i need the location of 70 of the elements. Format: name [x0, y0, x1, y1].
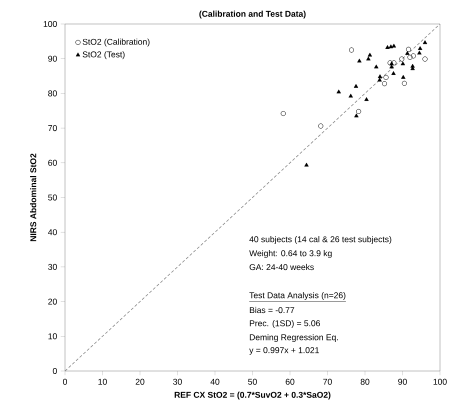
x-tick-label: 0 [62, 378, 68, 385]
y-tick-label: 10 [48, 333, 57, 340]
point [304, 162, 309, 167]
point [383, 74, 389, 80]
x-tick-label: 50 [248, 378, 257, 385]
point [407, 54, 413, 60]
point [354, 113, 359, 118]
x-tick-label: 60 [286, 378, 294, 385]
annotation: GA: 24-40 weeks [250, 264, 314, 270]
annotation: Prec. (1SD) = 5.06 [250, 320, 320, 328]
point [418, 46, 422, 50]
annotation: Test Data Analysis (n=26) [249, 292, 346, 300]
x-tick-label: 40 [210, 378, 220, 385]
point [385, 45, 390, 49]
x-tick-label: 90 [398, 378, 407, 385]
point [354, 84, 358, 88]
point [356, 108, 362, 114]
x-tick-label: 70 [323, 378, 332, 385]
point [422, 40, 428, 44]
y-tick-label: 30 [48, 264, 57, 270]
annotation: Weight: 0.64 to 3.9 kg [249, 250, 332, 258]
point [417, 50, 422, 54]
point [364, 97, 369, 101]
point [389, 64, 394, 68]
y-tick-label: 40 [48, 229, 57, 236]
point [399, 56, 404, 62]
y-tick-label: 60 [48, 160, 57, 166]
point [318, 123, 324, 129]
point [368, 52, 372, 57]
y-tick-label: 70 [48, 125, 57, 132]
point [405, 50, 410, 55]
legend-label: StO2 (Calibration) [82, 38, 150, 46]
x-tick-label: 10 [98, 378, 107, 385]
x-tick-label: 100 [434, 378, 447, 385]
annotation: y = 0.997x + 1.021 [249, 347, 319, 355]
point [348, 47, 354, 53]
point [406, 46, 412, 52]
point [382, 81, 388, 86]
annotation: Bias = -0.77 [250, 306, 294, 314]
x-tick-label: 80 [360, 378, 370, 385]
chart-title: (Calibration and Test Data) [199, 10, 306, 18]
point [366, 56, 371, 60]
y-tick-label: 80 [48, 90, 57, 96]
x-axis-title: REF CX StO2 = (0.7*SuvO2 + 0.3*SaO2) [174, 392, 330, 400]
point [410, 53, 416, 58]
y-tick-label: 50 [48, 194, 57, 200]
point [348, 94, 353, 98]
y-tick-label: 90 [48, 56, 57, 62]
y-tick-label: 20 [48, 298, 57, 305]
point [391, 60, 396, 66]
point [422, 56, 428, 62]
point [357, 58, 362, 62]
point [401, 74, 406, 79]
point [280, 110, 286, 116]
x-tick-label: 30 [173, 378, 182, 385]
point [336, 90, 341, 94]
y-tick-label: 100 [44, 21, 57, 27]
y-tick-label: 0 [52, 368, 57, 374]
point [378, 74, 382, 78]
annotation: Deming Regression Eq. [250, 334, 338, 342]
point [400, 61, 406, 66]
point [391, 71, 396, 75]
legend-label: StO2 (Test) [82, 51, 125, 60]
point [392, 44, 396, 48]
point [377, 78, 382, 82]
point [402, 80, 407, 86]
point [374, 64, 378, 68]
annotation: 40 subjects (14 cal & 26 test subjects) [249, 236, 392, 244]
x-tick-label: 20 [136, 378, 144, 385]
y-axis-title: NIRS Abdominal StO2 [30, 154, 36, 242]
